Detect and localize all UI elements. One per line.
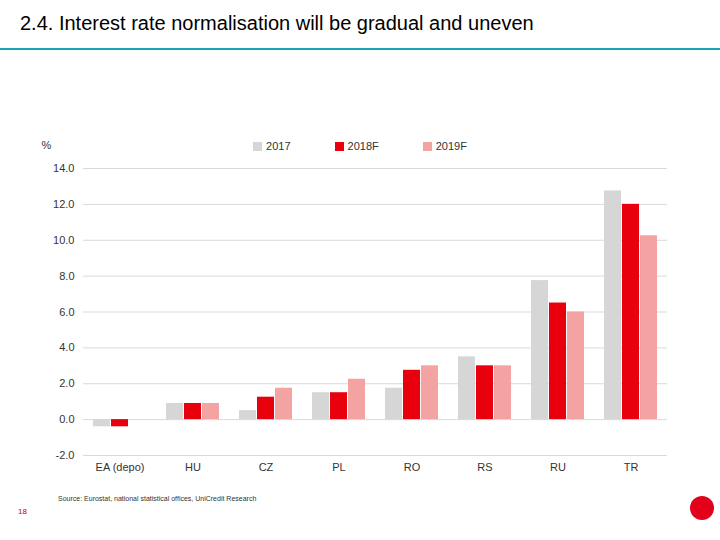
svg-text:2.0: 2.0 [59, 377, 74, 389]
svg-text:14.0: 14.0 [53, 162, 74, 174]
svg-text:12.0: 12.0 [53, 198, 74, 210]
svg-text:PL: PL [332, 461, 345, 473]
svg-text:%: % [42, 139, 52, 151]
html-text:18: 18 [18, 507, 27, 516]
svg-text:RU: RU [550, 461, 566, 473]
svg-text:EA (depo): EA (depo) [96, 461, 145, 473]
svg-text:8.0: 8.0 [59, 270, 74, 282]
svg-text:RS: RS [477, 461, 492, 473]
html-text:Source: Eurostat, national sta: Source: Eurostat, national statistical o… [58, 495, 257, 502]
html-text:2018F: 2018F [347, 140, 379, 152]
svg-text:TR: TR [624, 461, 639, 473]
svg-text:HU: HU [185, 461, 201, 473]
svg-text:CZ: CZ [259, 461, 274, 473]
html-text:2017: 2017 [266, 140, 291, 152]
svg-text:-2.0: -2.0 [56, 449, 75, 461]
html-text:2019F: 2019F [435, 140, 467, 152]
svg-text:4.0: 4.0 [59, 341, 74, 353]
html-text:2.4. Interest rate normalisati: 2.4. Interest rate normalisation will be… [20, 12, 534, 34]
svg-text:RO: RO [404, 461, 421, 473]
svg-text:0.0: 0.0 [59, 413, 74, 425]
svg-text:10.0: 10.0 [53, 234, 74, 246]
svg-text:6.0: 6.0 [59, 306, 74, 318]
